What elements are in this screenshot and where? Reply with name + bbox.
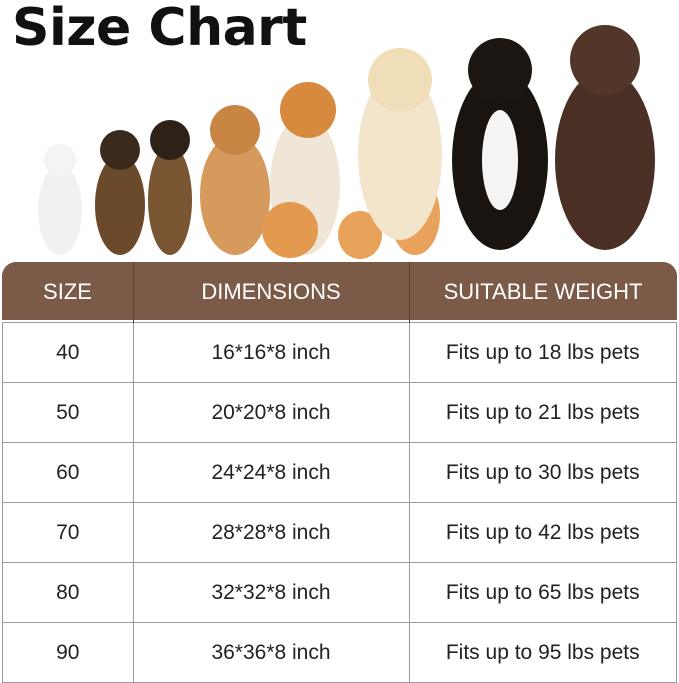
cell-weight: Fits up to 18 lbs pets <box>408 322 677 383</box>
cell-size: 40 <box>2 322 134 383</box>
cell-dimensions: 36*36*8 inch <box>132 622 410 683</box>
cell-weight: Fits up to 21 lbs pets <box>408 382 677 443</box>
dog-chocolate-labrador <box>555 25 655 250</box>
pets-photo <box>38 25 655 259</box>
dog-bernese <box>452 38 548 250</box>
cell-dimensions: 20*20*8 inch <box>132 382 410 443</box>
cell-dimensions: 32*32*8 inch <box>132 562 410 623</box>
cell-size: 50 <box>2 382 134 443</box>
cell-size: 90 <box>2 622 134 683</box>
cell-size: 70 <box>2 502 134 563</box>
table-row: 40 16*16*8 inch Fits up to 18 lbs pets <box>2 322 677 383</box>
cell-dimensions: 16*16*8 inch <box>132 322 410 383</box>
page-title: Size Chart <box>12 0 307 58</box>
table-row: 70 28*28*8 inch Fits up to 42 lbs pets <box>2 502 677 563</box>
table-header-row: SIZE DIMENSIONS SUITABLE WEIGHT <box>2 262 677 323</box>
cell-dimensions: 28*28*8 inch <box>132 502 410 563</box>
dog-shepherd-puppy <box>95 130 145 255</box>
cell-size: 80 <box>2 562 134 623</box>
cell-weight: Fits up to 30 lbs pets <box>408 442 677 503</box>
header-suitable-weight: SUITABLE WEIGHT <box>443 279 643 304</box>
dog-white-puppy <box>38 144 82 255</box>
table-row: 60 24*24*8 inch Fits up to 30 lbs pets <box>2 442 677 503</box>
header-size: SIZE <box>2 262 134 323</box>
table-row: 50 20*20*8 inch Fits up to 21 lbs pets <box>2 382 677 443</box>
header-dimensions: DIMENSIONS <box>133 262 410 323</box>
dog-shepherd-puppy-2 <box>148 120 192 255</box>
cell-weight: Fits up to 95 lbs pets <box>408 622 677 683</box>
size-table: SIZE DIMENSIONS SUITABLE WEIGHT 40 16*16*… <box>2 262 677 683</box>
cell-size: 60 <box>2 442 134 503</box>
table-row: 80 32*32*8 inch Fits up to 65 lbs pets <box>2 562 677 623</box>
table-row: 90 36*36*8 inch Fits up to 95 lbs pets <box>2 622 677 683</box>
cell-weight: Fits up to 42 lbs pets <box>408 502 677 563</box>
cell-weight: Fits up to 65 lbs pets <box>408 562 677 623</box>
cell-dimensions: 24*24*8 inch <box>132 442 410 503</box>
dog-golden-retriever <box>358 48 442 240</box>
dog-spaniel <box>200 105 270 255</box>
